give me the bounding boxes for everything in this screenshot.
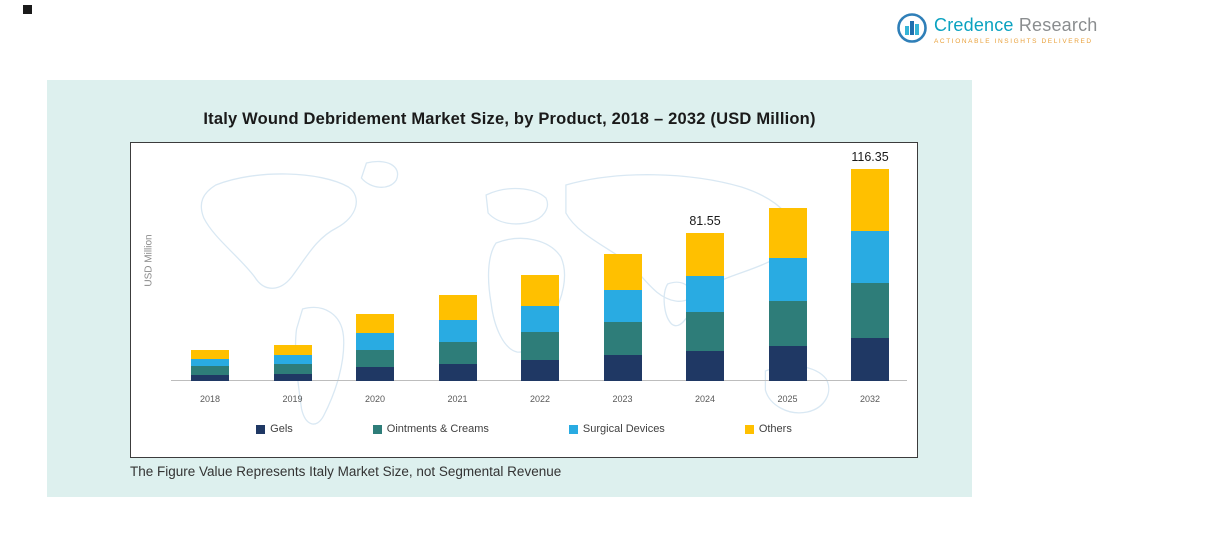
x-tick-2020: 2020 [364, 394, 386, 404]
bar-segment-ointments-creams-2032 [851, 283, 889, 339]
x-tick-2019: 2019 [282, 394, 303, 404]
bar-segment-surgical-devices-2025 [768, 258, 807, 302]
bar-segment-ointments-creams-2020 [356, 349, 394, 368]
chart-panel: Italy Wound Debridement Market Size, by … [47, 80, 972, 497]
legend-item-gels: Gels [256, 423, 293, 435]
bar-2025 [768, 208, 807, 381]
bar-segment-others-2020 [356, 313, 394, 334]
chart-frame: USD Million 81.55 116.35 2018 2019 2020 2021… [130, 142, 918, 458]
bar-2032: 116.35 [851, 150, 889, 381]
legend-label-ointments-creams: Ointments & Creams [386, 423, 489, 435]
logo-chart-icon [897, 13, 927, 43]
x-tick-2018: 2018 [199, 394, 221, 404]
bar-segment-gels-2018 [191, 374, 229, 381]
bar-segment-surgical-devices-2018 [191, 358, 229, 367]
bar-2023 [603, 253, 642, 381]
legend-label-others: Others [758, 423, 792, 435]
bar-segment-surgical-devices-2022 [521, 305, 559, 332]
legend-label-gels: Gels [270, 423, 293, 435]
bar-segment-others-2023 [603, 253, 642, 291]
legend-item-others: Others [744, 423, 792, 435]
bar-segment-ointments-creams-2024 [686, 312, 724, 351]
bar-segment-ointments-creams-2025 [768, 301, 807, 347]
brand-name: Credence Research [934, 15, 1098, 36]
bar-segment-surgical-devices-2032 [851, 230, 889, 284]
bar-segment-gels-2032 [851, 338, 889, 381]
bar-segment-gels-2019 [273, 373, 312, 381]
brand-name-primary: Credence [934, 15, 1014, 35]
bar-segment-others-2018 [191, 350, 229, 359]
x-tick-2032: 2032 [859, 394, 881, 404]
bar-segment-surgical-devices-2024 [686, 275, 724, 313]
bar-segment-others-2022 [521, 275, 559, 306]
bar-segment-gels-2022 [521, 359, 559, 381]
x-tick-2025: 2025 [777, 394, 798, 404]
bar-segment-surgical-devices-2020 [356, 333, 394, 350]
logo-text: Credence Research Actionable Insights De… [934, 12, 1098, 45]
bar-2019 [273, 344, 312, 381]
x-tick-2021: 2021 [447, 394, 468, 404]
x-tick-2024: 2024 [694, 394, 716, 404]
bar-segment-others-2021 [438, 295, 477, 321]
x-tick-2023: 2023 [612, 394, 633, 404]
bar-2020 [356, 313, 394, 381]
x-tick-2022: 2022 [529, 394, 551, 404]
bar-segment-ointments-creams-2018 [191, 366, 229, 375]
bar-2024: 81.55 [686, 214, 724, 381]
bar-segment-gels-2025 [768, 346, 807, 381]
bar-segment-others-2024 [686, 232, 724, 276]
bar-segment-surgical-devices-2021 [438, 320, 477, 342]
bar-segment-ointments-creams-2023 [603, 322, 642, 356]
bars-container: 81.55 116.35 [191, 150, 889, 381]
bar-2018 [191, 350, 229, 381]
legend: Gels Ointments & Creams Surgical Devices Ot… [131, 423, 917, 435]
legend-swatch-others [744, 424, 754, 434]
bar-value-label-2032: 116.35 [851, 150, 889, 165]
bar-segment-others-2019 [273, 344, 312, 355]
bar-2021 [438, 295, 477, 381]
legend-swatch-ointments-creams [372, 424, 382, 434]
bar-segment-surgical-devices-2019 [273, 354, 312, 364]
legend-swatch-surgical-devices [568, 424, 578, 434]
legend-item-surgical-devices: Surgical Devices [568, 423, 665, 435]
bar-segment-ointments-creams-2022 [521, 332, 559, 360]
legend-label-surgical-devices: Surgical Devices [582, 423, 665, 435]
bar-segment-gels-2020 [356, 367, 394, 381]
bar-segment-gels-2023 [603, 355, 642, 381]
bar-segment-ointments-creams-2021 [438, 341, 477, 364]
brand-tagline: Actionable Insights Delivered [934, 38, 1093, 45]
bar-segment-gels-2021 [438, 363, 477, 381]
brand-name-secondary: Research [1018, 15, 1098, 35]
bar-2022 [521, 275, 559, 381]
bar-segment-others-2025 [768, 208, 807, 259]
legend-swatch-gels [256, 424, 266, 434]
corner-decoration [23, 5, 32, 14]
bar-value-label-2024: 81.55 [689, 213, 721, 228]
legend-item-ointments-creams: Ointments & Creams [372, 423, 489, 435]
bar-segment-others-2032 [851, 169, 889, 231]
bar-segment-surgical-devices-2023 [603, 290, 642, 323]
chart-title: Italy Wound Debridement Market Size, by … [203, 110, 816, 128]
footnote: The Figure Value Represents Italy Market… [130, 464, 562, 479]
credence-research-logo: Credence Research Actionable Insights De… [896, 12, 1098, 45]
x-axis-ticks: 2018 2019 2020 2021 2022 2023 2024 2025 2032 [191, 394, 889, 404]
bar-segment-ointments-creams-2019 [273, 364, 312, 374]
bar-segment-gels-2024 [686, 351, 724, 381]
y-axis-label: USD Million [143, 234, 155, 287]
